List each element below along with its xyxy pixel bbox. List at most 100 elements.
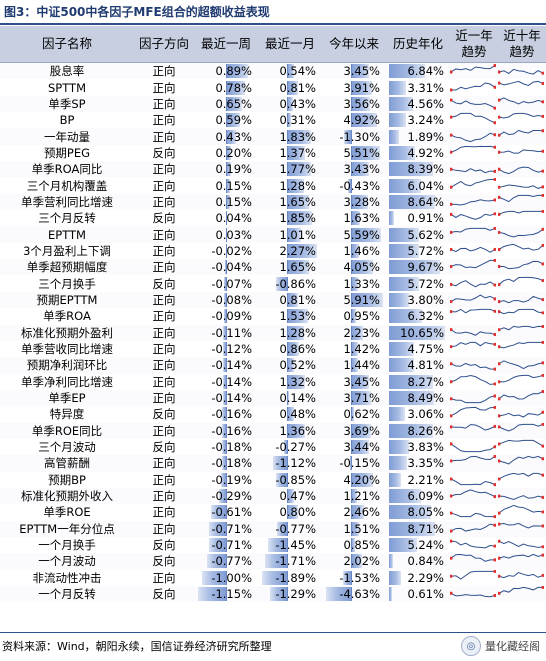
value-text: -0.77% <box>275 521 316 536</box>
sparkline-10y <box>498 128 546 145</box>
cell-week: -0.07% <box>194 275 258 292</box>
data-bar <box>208 521 226 536</box>
value-text: -0.07% <box>211 276 252 291</box>
data-bar <box>350 64 370 79</box>
data-bar <box>226 145 231 160</box>
factor-name: 标准化预期外收入 <box>0 487 134 505</box>
factor-direction: 正向 <box>134 291 194 309</box>
sparkline-marker <box>450 185 453 189</box>
sparkline-marker <box>493 367 496 372</box>
value-text: 2.23% <box>343 325 380 340</box>
sparkline-marker <box>450 150 453 154</box>
sparkline-chart <box>498 439 544 448</box>
sparkline-marker <box>450 265 453 269</box>
factor-direction: 正向 <box>134 112 194 129</box>
sparkline-marker <box>450 529 453 533</box>
sparkline-10y <box>498 487 546 505</box>
bar-zero-axis <box>226 96 227 111</box>
value-text: -0.12% <box>211 342 252 357</box>
factor-name: 高管薪酬 <box>0 455 134 472</box>
cell-annual: 8.64% <box>386 193 450 211</box>
sparkline-1y <box>450 79 498 96</box>
sparkline-1y <box>450 177 498 194</box>
cell-week: -0.14% <box>194 389 258 407</box>
data-bar <box>389 456 407 471</box>
value-text: 6.84% <box>407 64 444 79</box>
cell-annual: 0.91% <box>386 210 450 227</box>
factor-direction: 正向 <box>134 357 194 374</box>
table-body: 股息率 正向 0.89% 0.54% 3.45% 6.84% SPTTM 正向 0.78% 0.8… <box>0 62 546 603</box>
sparkline-marker <box>541 184 544 189</box>
bar-zero-axis <box>350 587 352 602</box>
factor-name: 单季ROE <box>0 504 134 521</box>
table-row: 单季净利同比增速 正向 -0.14% 1.32% 3.45% 8.27% <box>0 373 546 390</box>
bar-zero-axis <box>226 178 227 193</box>
cell-ytd: 1.42% <box>322 340 386 358</box>
factor-name: 一个月反转 <box>0 586 134 603</box>
value-text: 0.52% <box>279 358 316 373</box>
factor-direction: 正向 <box>134 193 194 211</box>
factor-name: BP <box>0 112 134 129</box>
cell-ytd: 1.46% <box>322 242 386 260</box>
bar-zero-axis <box>287 309 289 324</box>
sparkline-line <box>450 178 496 188</box>
header-direction: 因子方向 <box>134 26 194 63</box>
value-text: 8.27% <box>407 374 444 389</box>
data-bar <box>287 407 294 422</box>
value-text: 3.83% <box>407 440 444 455</box>
table-row: 单季SP 正向 0.65% 0.43% 3.56% 4.56% <box>0 95 546 113</box>
cell-annual: 8.27% <box>386 373 450 390</box>
data-bar <box>287 489 294 504</box>
title-rule <box>0 23 546 25</box>
bar-zero-axis <box>350 292 352 307</box>
sparkline-10y <box>498 144 546 162</box>
sparkline-chart <box>450 442 496 453</box>
sparkline-chart <box>450 539 496 549</box>
sparkline-marker <box>493 169 496 174</box>
sparkline-marker <box>493 106 496 110</box>
value-text: 6.32% <box>407 309 444 324</box>
bar-zero-axis <box>350 113 352 128</box>
sparkline-line <box>498 194 543 203</box>
value-text: -1.12% <box>275 456 316 471</box>
value-text: 0.47% <box>279 489 316 504</box>
sparkline-marker <box>450 557 453 561</box>
cell-ytd: 2.02% <box>322 553 386 570</box>
cell-ytd: 3.44% <box>322 438 386 456</box>
table-row: 单季超预期幅度 正向 -0.04% 1.65% 4.05% 9.67% <box>0 259 546 276</box>
sparkline-10y <box>498 308 546 325</box>
data-bar <box>350 521 359 536</box>
value-text: 2.46% <box>343 505 380 520</box>
sparkline-line <box>450 328 496 336</box>
bar-zero-axis <box>350 521 352 536</box>
cell-week: 0.19% <box>194 161 258 178</box>
value-text: 0.62% <box>343 407 380 422</box>
sparkline-chart <box>450 294 496 304</box>
factor-name: 单季ROA同比 <box>0 161 134 178</box>
value-text: 4.81% <box>407 358 444 373</box>
data-bar <box>389 538 417 553</box>
sparkline-1y <box>450 389 498 407</box>
sparkline-chart <box>498 360 544 370</box>
value-text: 4.92% <box>407 145 444 160</box>
sparkline-1y <box>450 357 498 374</box>
data-bar <box>287 178 305 193</box>
bar-zero-axis <box>287 456 289 471</box>
figure-title: 图3：中证500中各因子MFE组合的超额收益表现 <box>4 5 270 19</box>
value-text: 3.91% <box>343 80 380 95</box>
bar-zero-axis <box>350 309 352 324</box>
cell-month: 0.54% <box>258 62 322 80</box>
sparkline-marker <box>498 557 501 561</box>
value-text: -0.04% <box>211 260 252 275</box>
sparkline-10y <box>498 422 546 439</box>
table-row: 预期EPTTM 正向 -0.08% 0.81% 5.91% 3.80% <box>0 291 546 309</box>
sparkline-chart <box>450 523 496 533</box>
sparkline-10y <box>498 438 546 456</box>
value-text: 5.51% <box>343 145 380 160</box>
factor-direction: 正向 <box>134 308 194 325</box>
sparkline-1y <box>450 259 498 276</box>
sparkline-chart <box>498 586 544 596</box>
cell-week: -1.00% <box>194 569 258 586</box>
sparkline-10y <box>498 455 546 472</box>
data-bar <box>350 194 369 209</box>
